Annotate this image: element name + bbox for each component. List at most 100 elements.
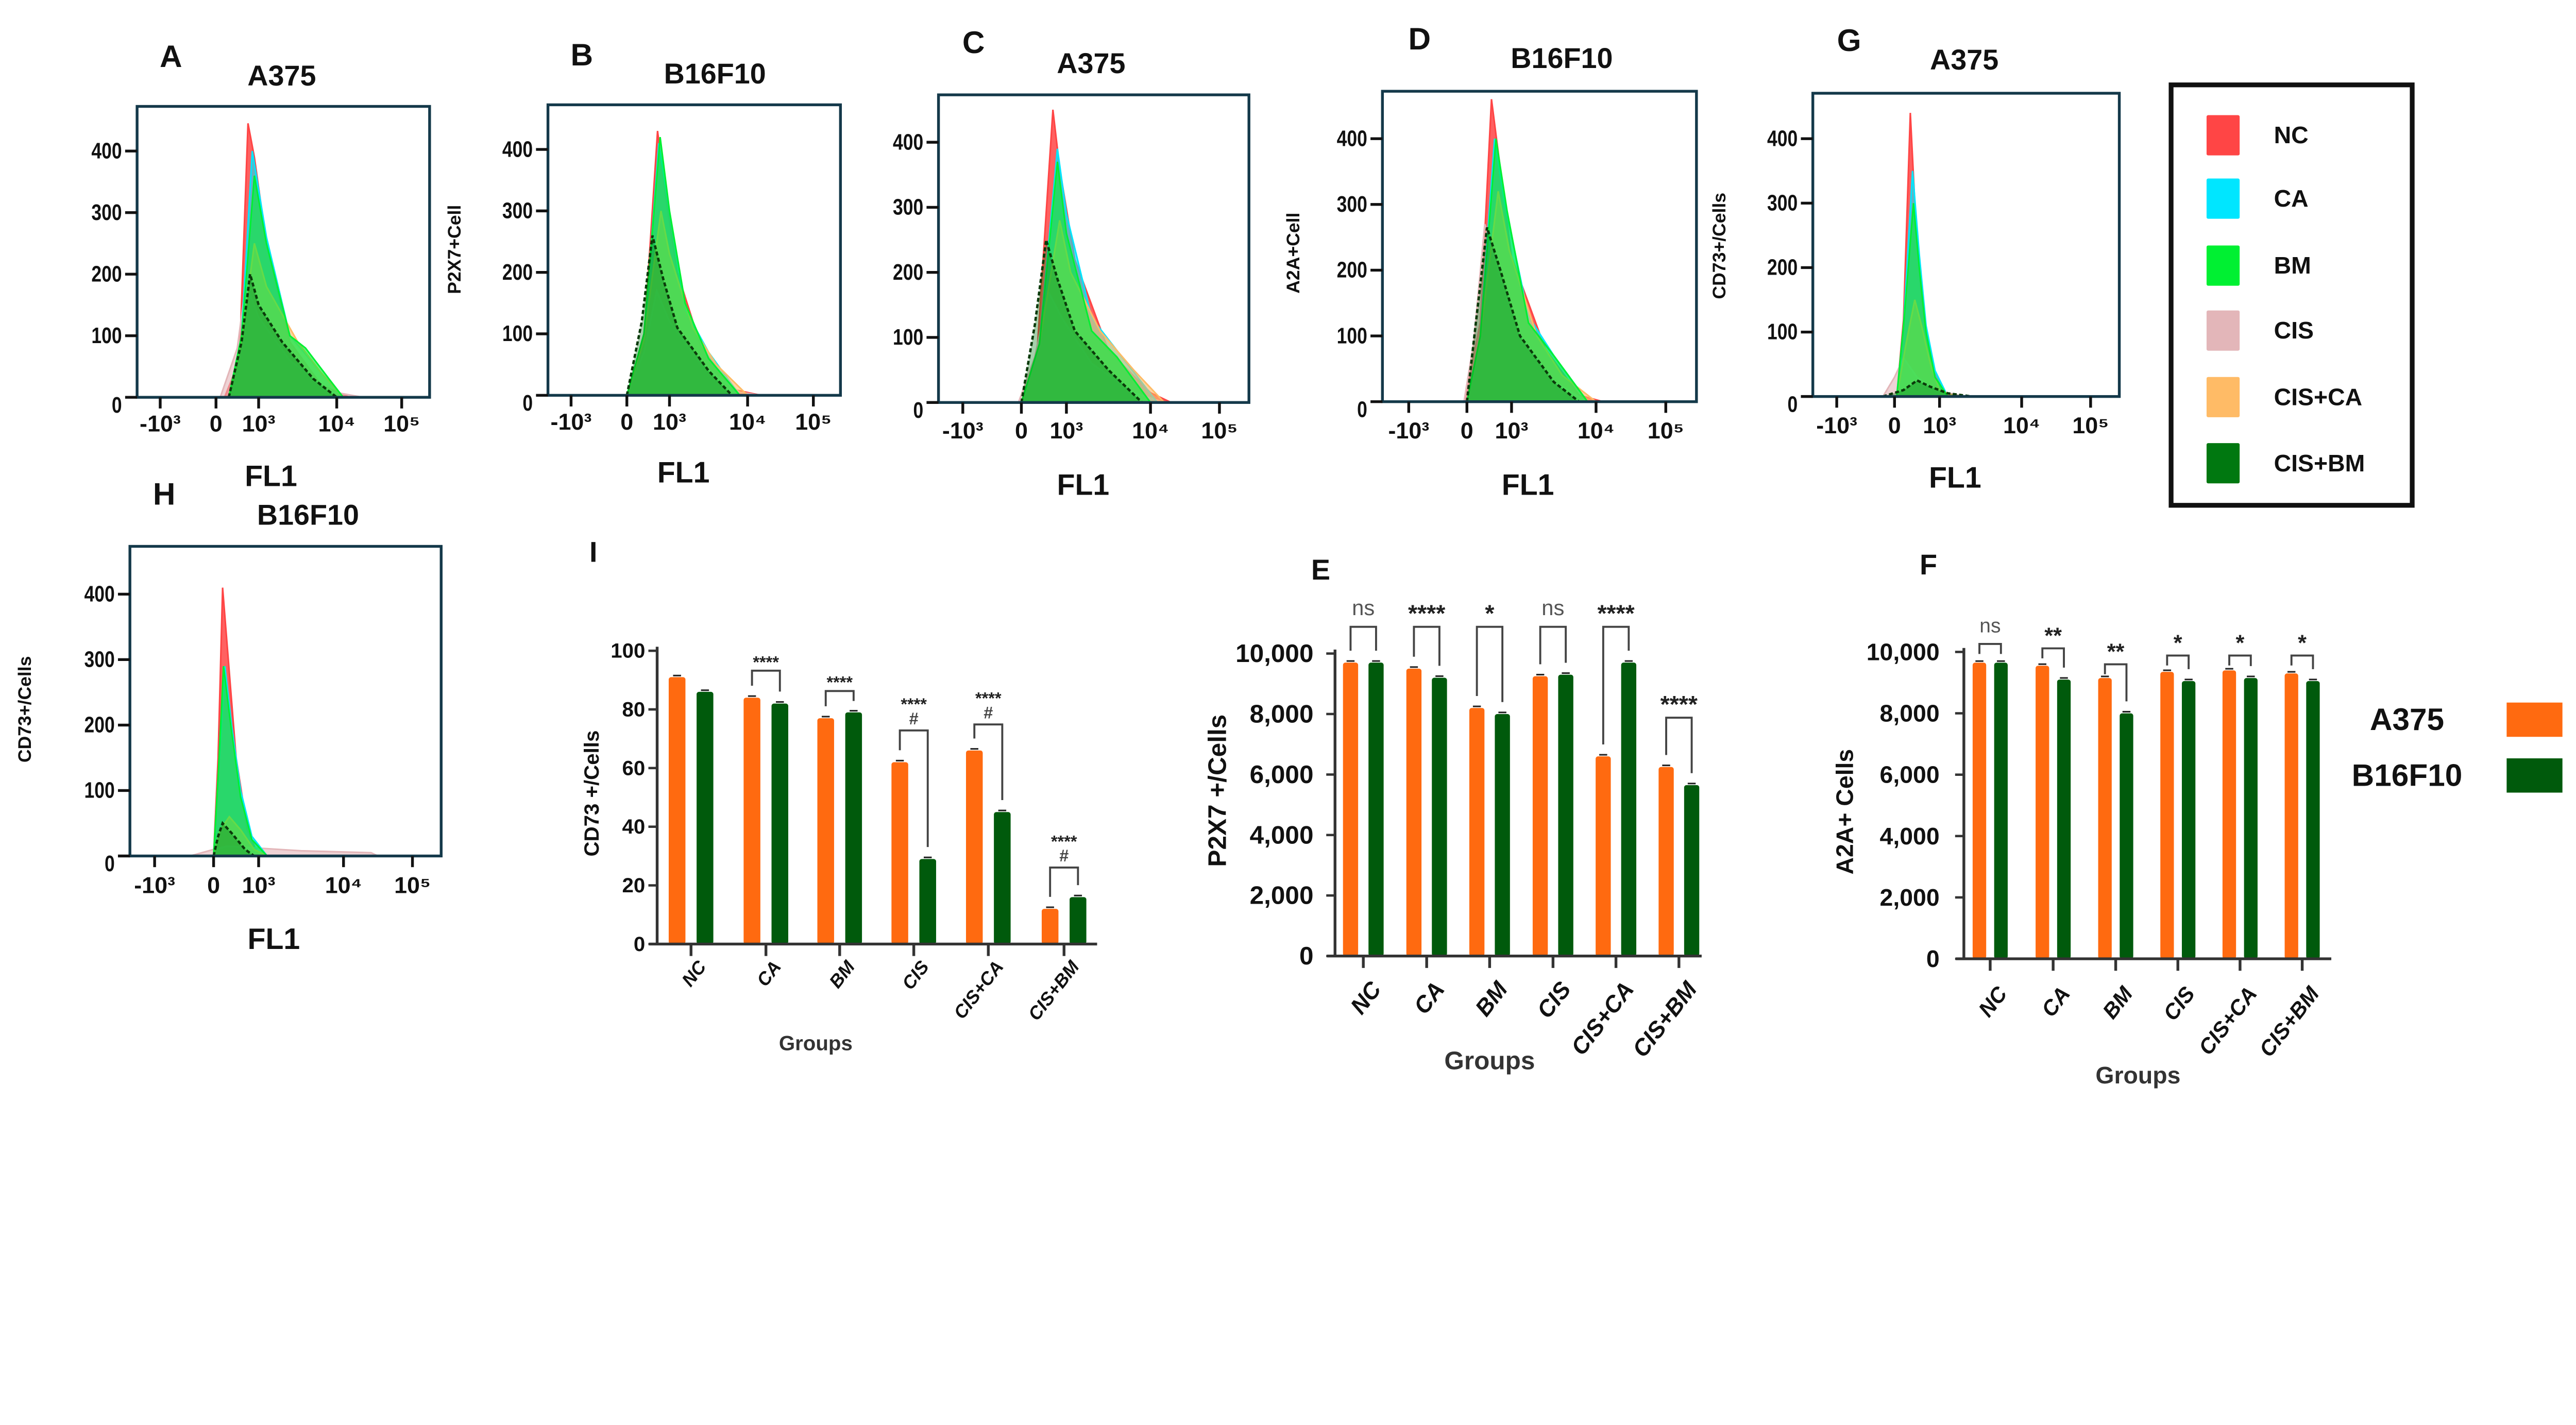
plot-frame	[1811, 92, 2121, 398]
significance-bracket	[1602, 625, 1630, 744]
y-tick-label: 2,000	[1250, 881, 1314, 910]
panel-letter: E	[1311, 554, 1330, 586]
y-tick-label: 0	[1926, 945, 1940, 972]
category-label: CIS+BM	[1024, 956, 1084, 1024]
y-tick-label: 200	[893, 260, 923, 285]
panel-C: C A375 FL1 0 100 200 300 400 -10³ 0 10³ 10⁴ 10⁵	[893, 25, 1250, 501]
histogram-series-bm	[625, 137, 742, 396]
x-tick-label: 10³	[1923, 412, 1956, 438]
category-label: CIS+CA	[950, 957, 1007, 1023]
panel-A: A A375 FL1 0 100 200 300 400 -10³ 0 10³ 10⁴ 10⁵	[91, 39, 431, 493]
x-tick-label: 10⁴	[1132, 417, 1169, 444]
bar-a375-ca	[1406, 668, 1422, 956]
significance-label: ****	[901, 695, 927, 714]
bar-b16f10-bm	[2120, 713, 2133, 959]
category-label: CIS	[898, 957, 933, 994]
bar-a375-cis	[1532, 676, 1548, 956]
category-label: CIS	[1532, 976, 1576, 1023]
legend-swatch-bm	[2206, 245, 2240, 286]
y-axis-label: A2A+Cell	[1283, 213, 1303, 294]
bar-a375-cis	[2160, 672, 2174, 959]
chart-title: A375	[1930, 44, 1998, 76]
y-tick-label: 0	[913, 398, 923, 423]
bar-b16f10-cis-bm	[1070, 897, 1087, 944]
category-label: NC	[1345, 976, 1386, 1019]
bar-b16f10-nc	[1368, 663, 1384, 956]
x-tick-label: 10⁵	[1648, 417, 1684, 444]
bar-a375-cis-bm	[2284, 673, 2298, 959]
significance-label: **	[2107, 639, 2125, 664]
bar-a375-nc	[1972, 663, 1987, 959]
y-tick-label: 300	[1767, 191, 1798, 215]
significance-bracket	[2228, 654, 2252, 666]
y-tick-label: 80	[622, 698, 646, 721]
y-tick-label: 100	[893, 325, 923, 350]
y-tick-label: 0	[634, 932, 645, 956]
significance-label: *	[2174, 631, 2182, 655]
category-label: CIS+CA	[2194, 982, 2262, 1060]
significance-label: ****	[975, 689, 1002, 708]
bar-b16f10-bm	[845, 712, 862, 944]
bar-b16f10-cis-bm	[1684, 785, 1700, 956]
y-tick-label: 40	[622, 815, 646, 838]
category-label: CIS+CA	[1566, 976, 1639, 1060]
legend-label: A375	[2370, 702, 2444, 737]
category-label: BM	[825, 956, 859, 992]
category-label: CIS+BM	[2255, 981, 2325, 1061]
bar-a375-cis	[891, 762, 908, 944]
significance-bracket	[2104, 663, 2128, 702]
bar-a375-cis-bm	[1658, 767, 1674, 956]
category-label: CA	[753, 957, 785, 990]
significance-bracket	[1665, 717, 1693, 773]
x-axis-label: FL1	[1502, 468, 1554, 501]
y-tick-label: 10,000	[1235, 639, 1313, 668]
panel-G: G A375 FL1 CD73+/Cells 0 100 200 300 400 -10³ 0 10³…	[1709, 23, 2121, 494]
panel-D: D B16F10 FL1 A2A+Cell 0 100 200 300 400 -10³ 0 10³ 1…	[1283, 21, 1698, 501]
x-axis-label: Groups	[779, 1032, 853, 1055]
y-tick-label: 200	[1337, 258, 1367, 282]
histogram-series-bm	[228, 175, 345, 398]
chart-title: A375	[247, 60, 316, 92]
histogram-series-bm	[1020, 161, 1153, 403]
panel-letter: B	[571, 37, 594, 72]
x-tick-label: 0	[620, 409, 633, 435]
category-label: CA	[2037, 982, 2075, 1021]
panel-letter: F	[1920, 549, 1937, 581]
panel-letter: H	[153, 476, 176, 511]
x-tick-label: 10⁴	[729, 409, 766, 435]
significance-bracket	[973, 723, 1004, 801]
legend-swatch-nc	[2206, 115, 2240, 156]
bar-a375-cis-ca	[2222, 670, 2236, 959]
y-tick-label: 8,000	[1250, 700, 1314, 728]
y-tick-label: 6,000	[1880, 761, 1940, 788]
significance-bracket	[1539, 625, 1567, 665]
y-tick-label: 20	[622, 874, 646, 897]
x-tick-label: 10³	[242, 411, 276, 437]
bar-b16f10-ca	[771, 703, 789, 944]
histogram-series-cis-bm	[227, 274, 341, 399]
y-tick-label: 0	[1357, 397, 1367, 422]
panel-letter: C	[962, 25, 985, 60]
x-tick-label: 10⁴	[325, 872, 362, 898]
x-tick-label: -10³	[1816, 412, 1857, 438]
category-label: NC	[1974, 981, 2012, 1021]
x-tick-label: 10⁵	[394, 872, 431, 898]
bar-b16f10-cis-ca	[2244, 678, 2258, 959]
bar-b16f10-bm	[1495, 714, 1510, 956]
panel-letter: I	[589, 536, 597, 568]
x-tick-label: 10⁵	[1201, 417, 1238, 444]
y-tick-label: 100	[1767, 319, 1798, 344]
legend-swatch-a375	[2506, 702, 2563, 737]
legend-swatch-ca	[2206, 178, 2240, 219]
significance-bracket	[899, 729, 929, 847]
panel-letter: G	[1837, 23, 1861, 58]
significance-label: ns	[1352, 596, 1375, 620]
panel-B: B B16F10 FL1 P2X7+Cell 0 100 200 300 400 -10³ 0 10³…	[444, 37, 842, 489]
y-tick-label: 200	[84, 712, 115, 737]
x-tick-label: -10³	[942, 417, 984, 444]
y-tick-label: 400	[502, 137, 533, 162]
bar-a375-ca	[743, 698, 760, 944]
histogram-series-bm	[212, 666, 269, 857]
bar-b16f10-cis-bm	[2306, 681, 2320, 959]
